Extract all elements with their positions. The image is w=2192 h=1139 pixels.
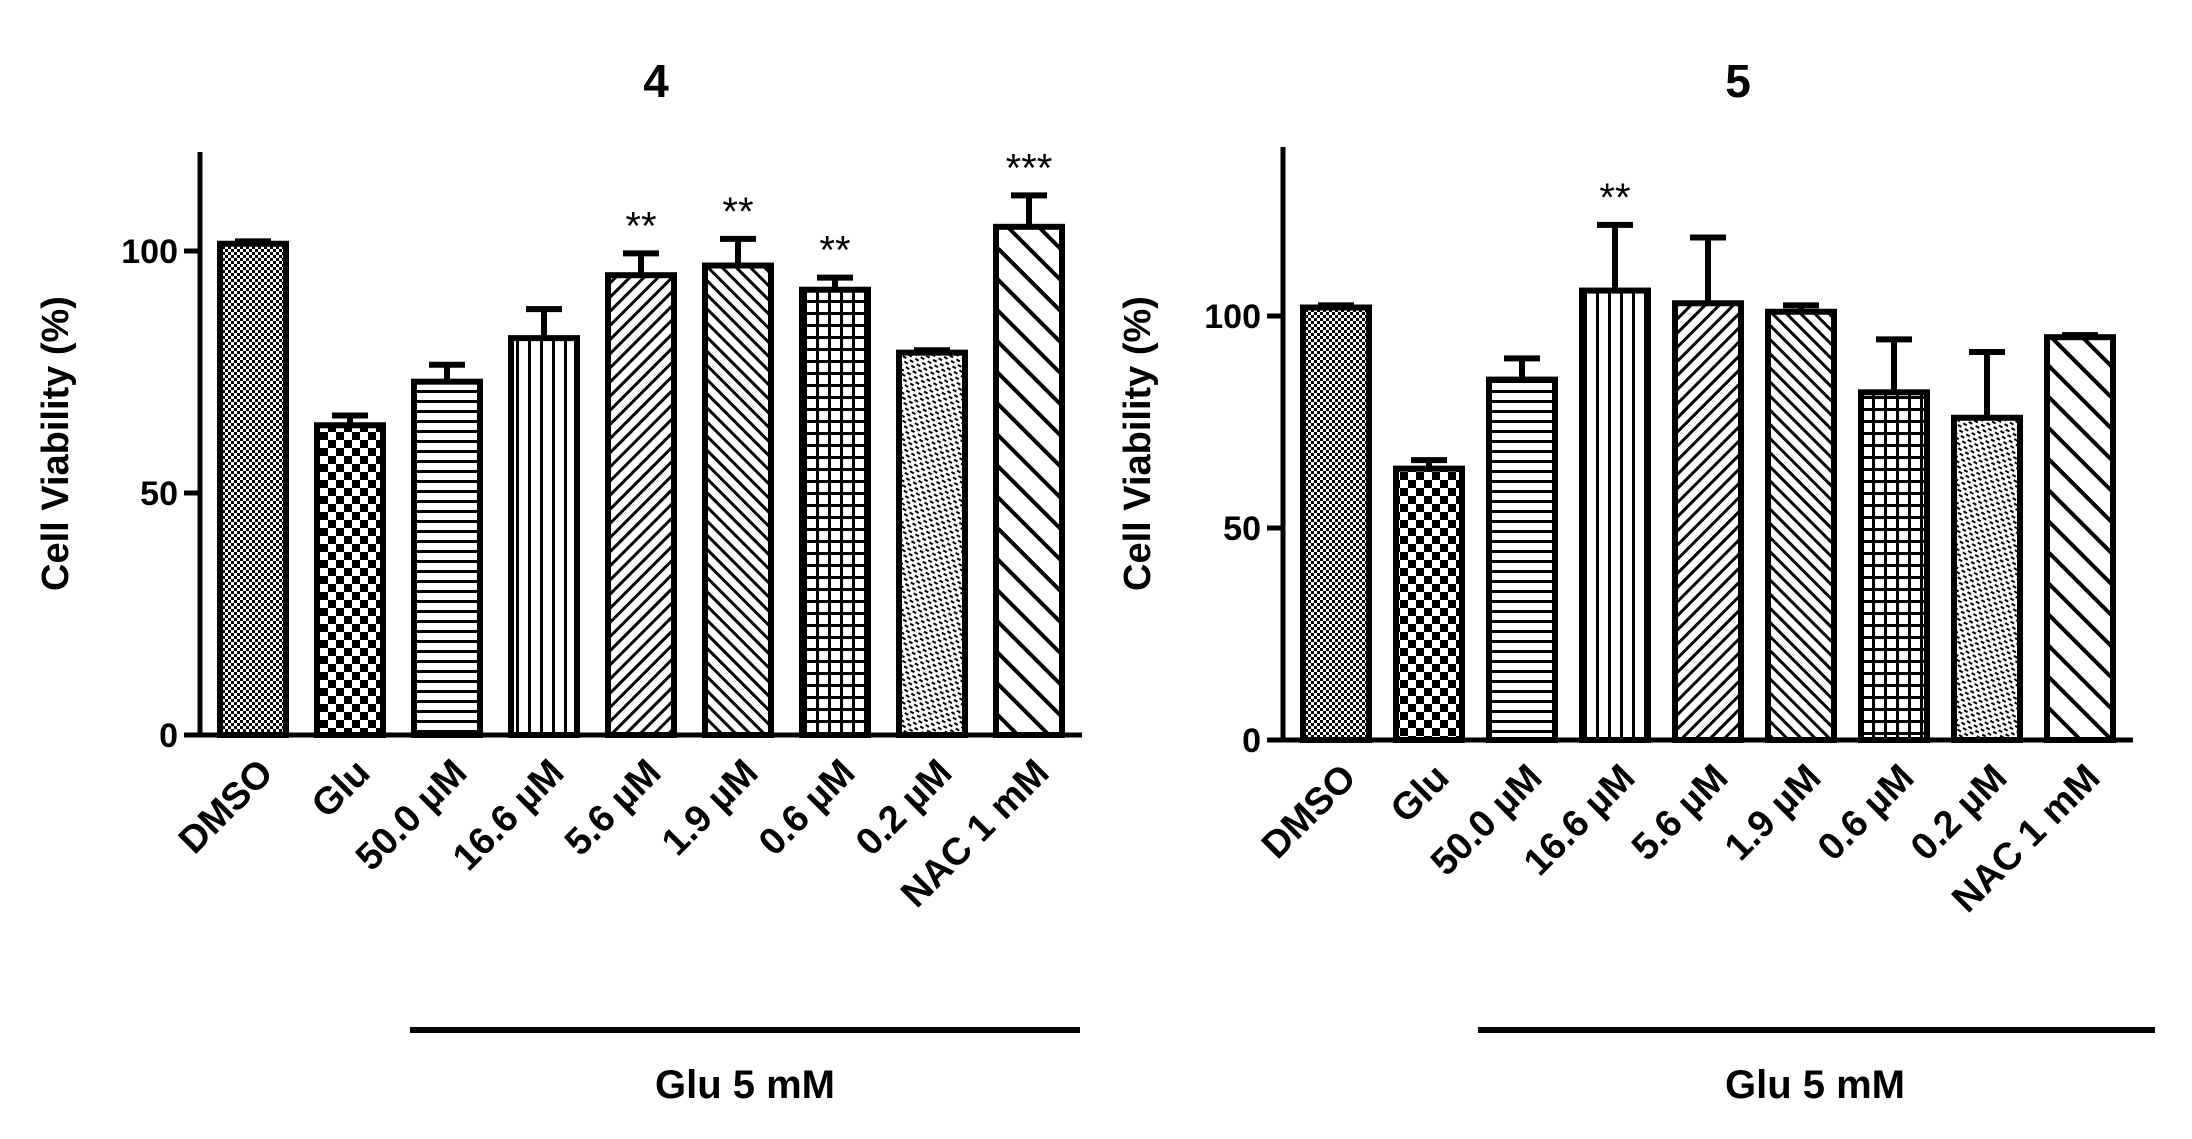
x-tick-label-5: 5.6 µM [557, 752, 669, 864]
bar-3 [411, 378, 483, 738]
error-bar-1 [1318, 302, 1354, 309]
bar-1 [1300, 304, 1372, 743]
bar-2 [314, 422, 386, 738]
error-bar-9 [2062, 332, 2098, 339]
y-tick-label-50: 50 [140, 475, 178, 513]
group-label: Glu 5 mM [1725, 1063, 1905, 1107]
error-bar-3 [1504, 355, 1540, 380]
y-axis-label: Cell Viability (%) [35, 296, 77, 591]
error-bar-2 [332, 412, 368, 426]
bar-9 [993, 223, 1065, 739]
error-bar-6 [720, 235, 756, 266]
error-bar-8 [1969, 349, 2005, 418]
bar-7 [1858, 389, 1930, 743]
y-tick-label-100: 100 [1204, 298, 1261, 336]
group-label: Glu 5 mM [655, 1063, 835, 1107]
y-axis-label: Cell Viability (%) [1117, 296, 1159, 591]
error-bar-8 [914, 347, 950, 354]
error-bar-5 [1690, 234, 1726, 304]
bar-1 [217, 240, 289, 739]
significance-marker-7: ** [819, 229, 850, 273]
bar-8 [1951, 414, 2023, 743]
significance-marker-9: *** [1006, 146, 1053, 190]
y-tick-label-0: 0 [159, 717, 178, 755]
bar-7 [799, 286, 871, 738]
error-bar-2 [1411, 457, 1447, 469]
x-tick-label-7: 0.6 µM [751, 752, 863, 864]
significance-marker-6: ** [722, 190, 753, 234]
significance-marker-5: ** [625, 204, 656, 248]
significance-marker-4: ** [1599, 176, 1630, 220]
x-tick-label-6: 1.9 µM [654, 752, 766, 864]
error-bar-7 [1876, 336, 1912, 393]
x-tick-label-2: Glu [304, 752, 378, 826]
x-tick-label-7: 0.6 µM [1810, 757, 1922, 869]
bar-5 [605, 272, 677, 738]
bar-4 [508, 335, 580, 738]
x-tick-label-5: 5.6 µM [1624, 757, 1736, 869]
chart-title: 5 [1725, 55, 1751, 107]
y-tick-label-50: 50 [1223, 510, 1261, 548]
bar-9 [2044, 334, 2116, 743]
bar-6 [702, 262, 774, 738]
x-tick-label-2: Glu [1383, 757, 1457, 831]
error-bar-4 [526, 306, 562, 339]
error-bar-1 [235, 238, 271, 245]
error-bar-7 [817, 274, 853, 290]
error-bar-3 [429, 361, 465, 382]
error-bar-4 [1597, 221, 1633, 291]
error-bar-6 [1783, 302, 1819, 312]
error-bar-5 [623, 250, 659, 276]
x-tick-label-6: 1.9 µM [1717, 757, 1829, 869]
x-tick-label-1: DMSO [171, 752, 281, 862]
chart-title: 4 [643, 55, 669, 107]
bar-6 [1765, 308, 1837, 743]
y-tick-label-100: 100 [121, 233, 178, 271]
error-bar-9 [1011, 192, 1047, 227]
bar-4 [1579, 287, 1651, 743]
bar-8 [896, 349, 968, 738]
bar-5 [1672, 300, 1744, 743]
y-tick-label-0: 0 [1242, 722, 1261, 760]
bar-2 [1393, 465, 1465, 743]
bar-3 [1486, 376, 1558, 743]
x-tick-label-1: DMSO [1254, 757, 1364, 867]
